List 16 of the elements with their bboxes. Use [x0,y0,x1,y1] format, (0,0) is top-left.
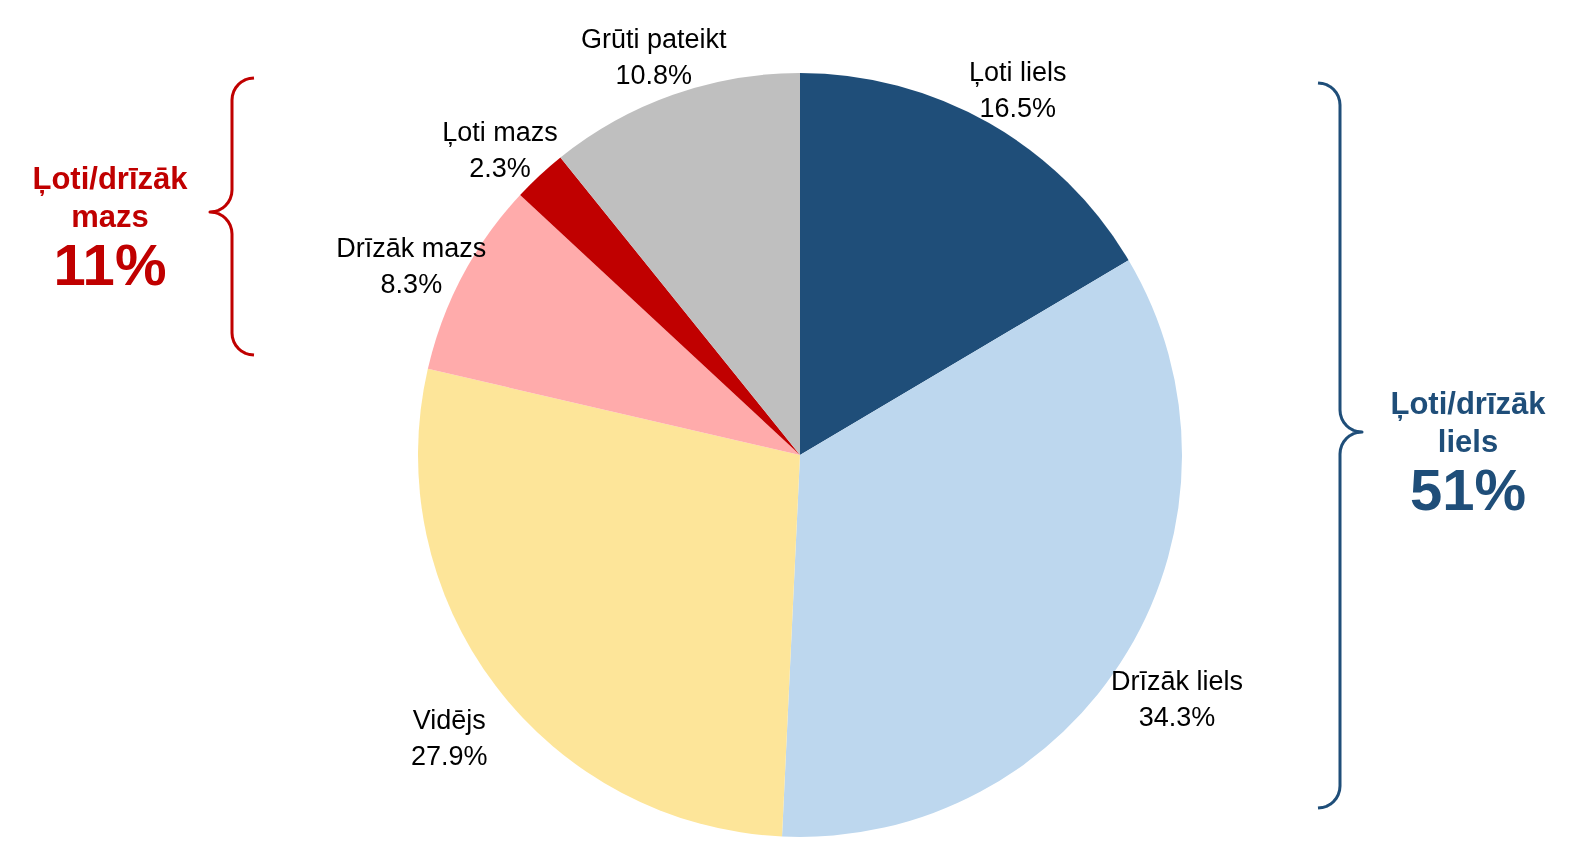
data-label: 2.3% [469,153,531,184]
data-label: 10.8% [615,60,692,91]
text: 11% [53,232,167,297]
slice-label: Ļoti mazs [442,117,558,148]
slice-label: Grūti pateikt [580,24,727,55]
data-label: 34.3% [1138,701,1216,732]
slice-label: Drīzāk mazs [336,232,487,263]
data-label: 16.5% [979,92,1057,123]
text: 51% [1409,457,1527,522]
data-label: 27.9% [410,740,488,771]
data-label: 8.3% [380,268,443,299]
text: Ļoti/drīzāk mazs [32,161,189,234]
text: Ļoti/drīzāk liels [1390,386,1547,459]
slice-label: Vidējs [412,704,486,735]
slice-label: Ļoti liels [969,56,1067,87]
slice-label: Drīzāk liels [1111,665,1244,696]
